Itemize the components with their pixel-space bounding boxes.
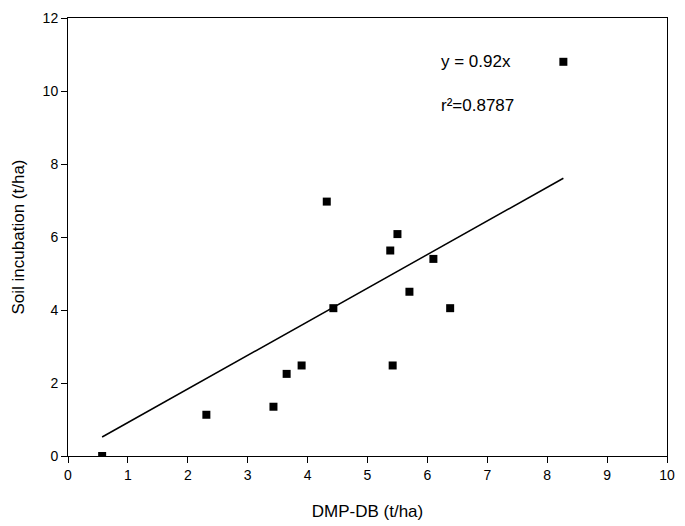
svg-text:1: 1 — [124, 467, 132, 483]
svg-text:2: 2 — [50, 375, 58, 391]
svg-text:7: 7 — [483, 467, 491, 483]
svg-text:5: 5 — [364, 467, 372, 483]
svg-text:r²=0.8787: r²=0.8787 — [441, 96, 514, 115]
svg-text:8: 8 — [50, 156, 58, 172]
svg-text:9: 9 — [603, 467, 611, 483]
svg-text:10: 10 — [43, 83, 59, 99]
svg-text:3: 3 — [244, 467, 252, 483]
svg-text:0: 0 — [64, 467, 72, 483]
svg-text:y = 0.92x: y = 0.92x — [441, 52, 511, 71]
svg-text:8: 8 — [543, 467, 551, 483]
svg-text:4: 4 — [50, 302, 58, 318]
svg-text:0: 0 — [50, 448, 58, 464]
svg-text:6: 6 — [50, 229, 58, 245]
svg-text:2: 2 — [184, 467, 192, 483]
svg-text:10: 10 — [659, 467, 675, 483]
svg-text:DMP-DB (t/ha): DMP-DB (t/ha) — [312, 502, 423, 521]
svg-text:12: 12 — [43, 10, 59, 26]
svg-text:6: 6 — [424, 467, 432, 483]
svg-text:Soil incubation (t/ha): Soil incubation (t/ha) — [9, 160, 28, 315]
svg-text:4: 4 — [304, 467, 312, 483]
